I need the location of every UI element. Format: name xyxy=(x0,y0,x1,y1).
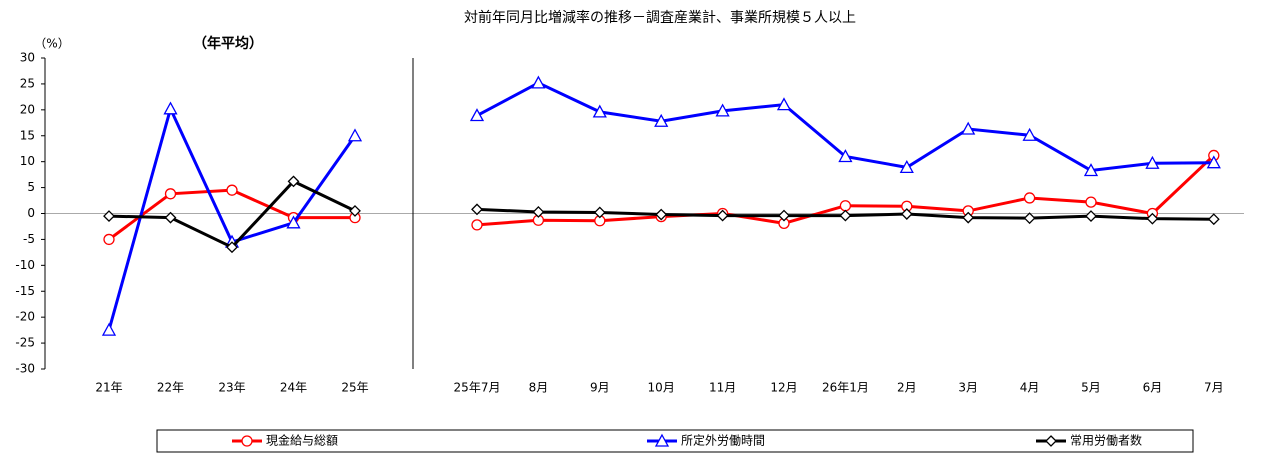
point xyxy=(164,211,177,224)
x-tick-label: 6月 xyxy=(1143,381,1163,395)
legend-label: 所定外労働時間 xyxy=(681,433,765,448)
legend-label: 常用労働者数 xyxy=(1070,433,1142,448)
panel-subtitle: （年平均） xyxy=(193,35,263,52)
x-tick-label: 12月 xyxy=(770,381,797,395)
point xyxy=(654,433,670,447)
point xyxy=(531,75,546,89)
point xyxy=(1206,155,1221,169)
point xyxy=(1146,212,1159,225)
point xyxy=(899,160,914,174)
x-tick-label: 24年 xyxy=(280,381,307,395)
y-tick-label: 30 xyxy=(20,51,35,65)
y-tick-label: 25 xyxy=(20,76,35,90)
point xyxy=(286,215,301,229)
point xyxy=(1083,163,1099,177)
y-tick-label: 20 xyxy=(20,102,35,116)
x-tick-label: 25年7月 xyxy=(454,381,501,395)
x-tick-label: 8月 xyxy=(529,381,549,395)
point xyxy=(101,322,117,336)
x-tick-label: 10月 xyxy=(648,381,675,395)
x-tick-label: 7月 xyxy=(1204,381,1224,395)
point xyxy=(347,128,363,142)
point xyxy=(226,184,238,196)
y-tick-label: -25 xyxy=(15,336,35,350)
point xyxy=(469,108,485,122)
y-tick-label: -15 xyxy=(15,284,35,298)
point xyxy=(471,219,483,231)
point xyxy=(961,121,976,135)
point xyxy=(1023,212,1036,225)
point xyxy=(532,206,545,218)
legend-box xyxy=(156,429,1194,453)
chart-title: 対前年同月比増減率の推移－調査産業計、事業所規模５人以上 xyxy=(464,9,856,26)
point xyxy=(776,97,792,111)
point xyxy=(715,103,730,117)
x-tick-label: 9月 xyxy=(590,381,610,395)
point xyxy=(716,209,729,222)
point xyxy=(1045,435,1057,447)
y-tick-label: 5 xyxy=(27,180,35,194)
point xyxy=(1207,213,1220,226)
point xyxy=(778,209,790,222)
point xyxy=(1145,155,1160,169)
series-line xyxy=(107,104,357,331)
y-tick-label: -30 xyxy=(15,362,35,376)
point xyxy=(241,435,253,447)
point xyxy=(163,101,178,115)
point xyxy=(839,209,852,222)
point xyxy=(1023,192,1036,204)
point xyxy=(226,241,238,254)
point xyxy=(962,211,975,224)
legend-label: 現金給与総額 xyxy=(266,433,338,448)
point xyxy=(1085,210,1097,223)
point xyxy=(900,208,913,220)
x-tick-label: 23年 xyxy=(218,381,245,395)
point xyxy=(655,208,668,221)
point xyxy=(287,175,300,188)
point xyxy=(103,210,115,223)
point xyxy=(471,203,483,216)
y-tick-label: -5 xyxy=(23,232,35,246)
x-tick-label: 21年 xyxy=(95,381,122,395)
x-tick-label: 11月 xyxy=(709,381,736,395)
y-tick-label: -20 xyxy=(15,310,35,324)
y-tick-label: -10 xyxy=(15,258,35,272)
point xyxy=(103,233,115,246)
x-tick-label: 2月 xyxy=(897,381,917,395)
point xyxy=(593,206,606,219)
y-tick-label: 15 xyxy=(20,128,35,142)
x-tick-label: 5月 xyxy=(1081,381,1101,395)
y-tick-label: 10 xyxy=(20,154,35,168)
point xyxy=(164,188,177,200)
point xyxy=(1085,196,1097,208)
point xyxy=(838,149,853,163)
x-tick-label: 26年1月 xyxy=(822,381,869,395)
x-tick-label: 22年 xyxy=(157,381,184,395)
point xyxy=(1022,127,1037,141)
y-tick-label: 0 xyxy=(27,206,35,220)
point xyxy=(839,200,852,212)
y-axis-label: （%） xyxy=(34,37,69,51)
x-tick-label: 4月 xyxy=(1020,381,1040,395)
x-tick-label: 3月 xyxy=(958,381,978,395)
point xyxy=(592,104,607,118)
point xyxy=(654,113,669,127)
point xyxy=(349,204,361,217)
x-tick-label: 25年 xyxy=(341,381,368,395)
